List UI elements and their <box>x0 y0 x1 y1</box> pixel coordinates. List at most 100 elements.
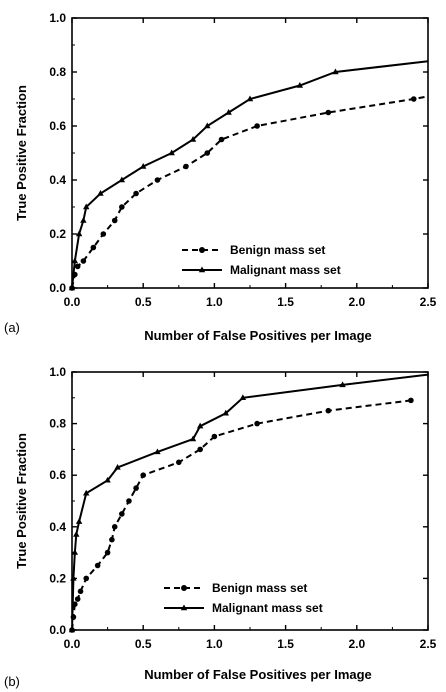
y-tick-label: 0.2 <box>49 227 66 241</box>
x-tick-label: 1.0 <box>206 637 223 651</box>
x-tick-label: 2.0 <box>348 295 365 309</box>
data-point <box>111 524 118 530</box>
data-point <box>225 109 232 115</box>
y-axis-title: True Positive Fraction <box>14 85 29 221</box>
x-tick-label: 0.0 <box>64 637 81 651</box>
y-tick-label: 1.0 <box>49 11 66 25</box>
data-point <box>222 409 229 416</box>
series-malignant <box>68 373 428 633</box>
data-point <box>204 150 211 156</box>
data-point <box>97 190 104 196</box>
data-point <box>77 588 84 595</box>
data-point <box>408 397 414 404</box>
x-tick-label: 2.5 <box>420 637 437 651</box>
series-line <box>72 60 428 288</box>
data-point <box>126 498 132 504</box>
legend-marker <box>198 266 206 273</box>
data-point <box>204 122 211 129</box>
data-point <box>68 626 76 633</box>
y-axis-title: True Positive Fraction <box>14 433 29 569</box>
data-point <box>154 448 161 455</box>
data-point <box>75 230 83 237</box>
data-point <box>140 472 146 479</box>
legend-label: Malignant mass set <box>230 263 341 277</box>
data-point <box>168 149 175 156</box>
data-point <box>75 518 83 524</box>
y-tick-label: 0.4 <box>49 173 66 187</box>
x-tick-label: 0.5 <box>135 295 152 309</box>
data-point <box>71 549 79 555</box>
data-point <box>83 203 90 210</box>
data-point <box>296 82 304 88</box>
data-point <box>70 614 77 620</box>
y-tick-label: 0.0 <box>49 281 66 295</box>
data-point <box>189 136 197 142</box>
data-point <box>119 511 125 517</box>
data-point <box>74 596 81 602</box>
x-tick-label: 1.5 <box>277 295 294 309</box>
data-point <box>218 136 225 143</box>
data-point <box>332 68 339 75</box>
y-tick-label: 0.6 <box>49 119 66 133</box>
data-point <box>140 163 147 169</box>
data-point <box>71 257 79 264</box>
data-point <box>74 263 81 270</box>
legend-marker <box>199 247 205 253</box>
y-tick-label: 0.8 <box>49 417 66 431</box>
data-point <box>80 258 87 264</box>
data-point <box>246 95 254 102</box>
x-axis-title: Number of False Positives per Image <box>144 328 372 343</box>
data-point <box>94 562 101 569</box>
data-point <box>133 485 139 491</box>
data-point <box>118 176 126 183</box>
y-tick-label: 0.6 <box>49 468 66 482</box>
data-point <box>211 433 218 440</box>
data-point <box>114 463 121 470</box>
x-tick-label: 1.5 <box>277 637 294 651</box>
panel-label: (b) <box>4 674 20 689</box>
x-tick-label: 2.5 <box>420 295 437 309</box>
data-point <box>183 163 189 170</box>
data-point <box>325 109 332 116</box>
panel-label: (a) <box>4 320 20 335</box>
data-point <box>197 446 203 453</box>
data-point <box>239 394 247 400</box>
data-point <box>73 531 80 537</box>
data-point <box>133 190 139 197</box>
data-point <box>254 123 260 129</box>
data-point <box>189 435 197 442</box>
data-point <box>80 217 87 223</box>
data-point <box>325 407 332 414</box>
series-benign <box>69 95 428 291</box>
legend-marker <box>180 604 188 611</box>
y-tick-label: 0.8 <box>49 65 66 79</box>
y-tick-label: 0.4 <box>49 520 66 534</box>
legend-label: Malignant mass set <box>212 601 323 615</box>
y-tick-label: 0.0 <box>49 623 66 637</box>
data-point <box>100 231 107 237</box>
data-point <box>339 381 346 388</box>
x-tick-label: 2.0 <box>348 637 365 651</box>
x-tick-label: 0.0 <box>64 295 81 309</box>
data-point <box>154 177 161 183</box>
data-point <box>90 244 97 251</box>
y-tick-label: 0.2 <box>49 571 66 585</box>
legend-label: Benign mass set <box>230 243 325 257</box>
chart-panel-a: 0.0 0.5 1.0 1.5 2.0 2.5 0.0 0.2 0.4 0.6 0.8 1.0 Numb… <box>4 11 437 343</box>
legend-marker <box>181 585 187 591</box>
series-line <box>72 95 428 288</box>
data-point <box>70 574 77 581</box>
data-point <box>111 217 118 224</box>
x-axis-title: Number of False Positives per Image <box>144 667 372 682</box>
legend: Benign mass set Malignant mass set <box>182 243 341 277</box>
x-tick-label: 0.5 <box>135 637 152 651</box>
data-point <box>119 204 125 210</box>
data-point <box>176 459 182 466</box>
data-point <box>68 284 76 291</box>
legend: Benign mass set Malignant mass set <box>164 581 323 615</box>
data-point <box>104 549 111 556</box>
data-point <box>254 420 260 427</box>
x-tick-label: 1.0 <box>206 295 223 309</box>
data-point <box>83 575 90 582</box>
